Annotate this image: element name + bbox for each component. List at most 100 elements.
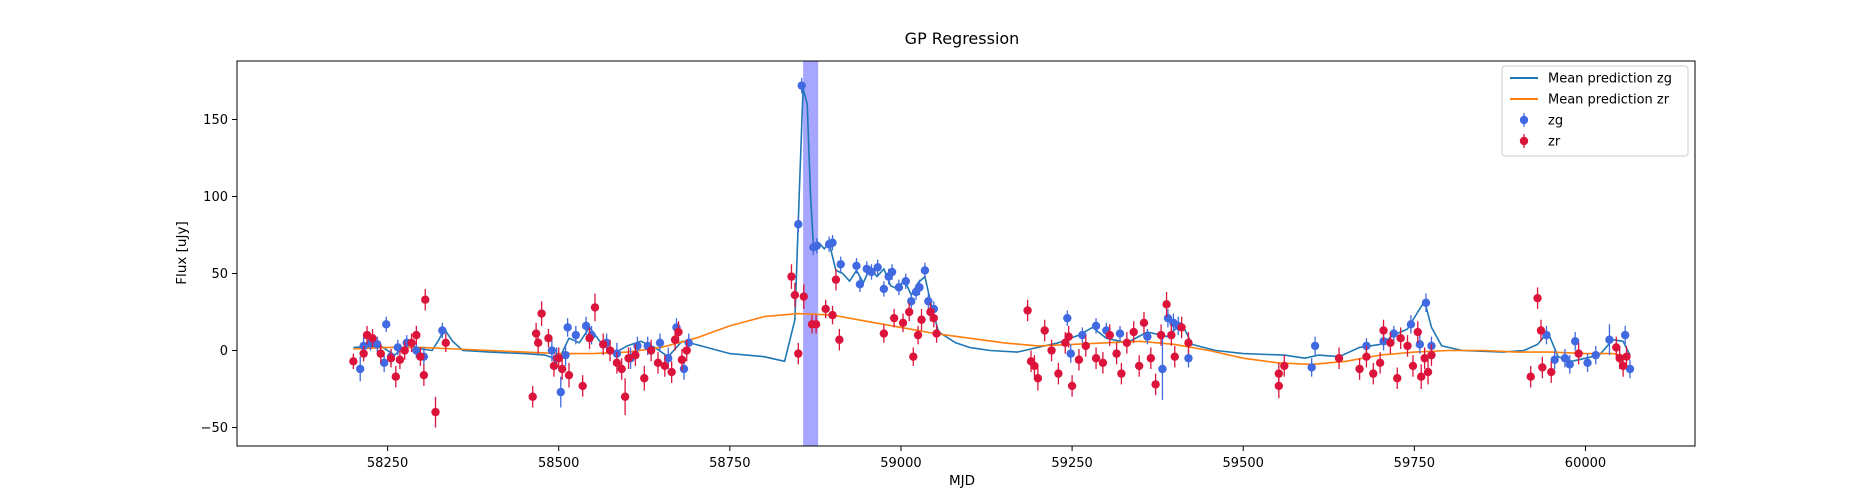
y-tick-label: 150 — [203, 113, 228, 128]
data-point-zr — [631, 350, 640, 360]
data-point-zr — [1162, 300, 1171, 309]
data-point-zg — [1571, 337, 1580, 346]
data-point-zg — [1406, 320, 1416, 329]
data-point-zr — [605, 346, 615, 355]
data-point-zr — [1112, 349, 1121, 358]
data-point-zr — [1274, 369, 1284, 378]
data-point-zr — [1280, 361, 1289, 371]
data-point-zr — [590, 303, 600, 312]
data-point-zr — [1067, 381, 1077, 391]
data-point-zr — [1129, 327, 1138, 337]
data-point-zg — [581, 321, 591, 331]
data-point-zr — [391, 372, 401, 381]
data-point-zg — [836, 260, 845, 269]
data-point-zr — [578, 381, 587, 391]
data-point-zr — [1420, 354, 1429, 363]
data-point-zr — [1574, 349, 1583, 358]
data-point-zr — [1122, 338, 1132, 348]
data-point-zr — [1618, 361, 1628, 371]
data-point-zr — [1526, 372, 1535, 381]
data-point-zg — [1063, 313, 1072, 323]
data-point-zr — [1081, 341, 1090, 351]
data-point-zg — [679, 364, 689, 374]
y-tick-label: −50 — [201, 421, 228, 436]
highlight-band — [803, 61, 819, 446]
x-tick-label: 59000 — [880, 456, 921, 471]
data-point-zr — [670, 335, 680, 344]
data-point-zg — [1310, 341, 1320, 351]
data-point-zg — [633, 341, 642, 351]
data-point-zr — [549, 361, 559, 371]
data-point-zg — [1565, 360, 1574, 369]
data-point-zr — [1170, 352, 1179, 361]
x-tick-label: 60000 — [1565, 456, 1606, 471]
data-point-zr — [1355, 364, 1364, 374]
data-point-zg — [1362, 341, 1371, 351]
data-point-zg — [1583, 358, 1592, 368]
data-point-zr — [1061, 338, 1070, 348]
data-point-zr — [1074, 355, 1084, 364]
data-point-zr — [1423, 367, 1433, 377]
data-point-zr — [1139, 318, 1149, 327]
data-point-zr — [585, 334, 594, 343]
data-point-zr — [1369, 369, 1378, 378]
data-point-zg — [852, 261, 861, 271]
data-point-zg — [438, 326, 447, 335]
data-point-zr — [1379, 326, 1388, 335]
data-point-zr — [1177, 323, 1186, 332]
data-point-zr — [1167, 330, 1176, 340]
data-point-zr — [537, 309, 546, 318]
data-point-zg — [1307, 363, 1316, 372]
data-point-zr — [1184, 338, 1193, 348]
legend-label: Mean prediction zr — [1548, 93, 1670, 108]
data-point-zg — [797, 81, 806, 90]
data-point-zg — [915, 283, 924, 292]
data-point-zg — [563, 323, 572, 332]
data-point-zg — [1620, 330, 1630, 340]
data-point-zr — [421, 295, 430, 304]
data-point-zr — [533, 338, 543, 348]
x-tick-label: 59250 — [1051, 456, 1092, 471]
data-point-zg — [1066, 349, 1075, 358]
data-point-zr — [828, 310, 837, 320]
data-point-zg — [879, 284, 889, 294]
data-point-zr — [620, 392, 630, 401]
y-tick-label: 50 — [211, 267, 228, 282]
data-point-zg — [382, 320, 391, 329]
data-point-zg — [547, 346, 557, 355]
y-tick-label: 100 — [203, 190, 228, 205]
data-point-zr — [677, 355, 687, 364]
data-point-zr — [1151, 380, 1160, 389]
data-point-zg — [924, 297, 933, 306]
data-point-zr — [1040, 326, 1049, 335]
data-point-zr — [564, 370, 574, 380]
legend-label: zg — [1548, 114, 1563, 129]
data-point-zr — [653, 358, 663, 368]
data-point-zr — [1612, 343, 1621, 352]
data-point-zg — [684, 338, 693, 348]
data-point-zr — [932, 329, 941, 338]
data-point-zr — [1408, 361, 1418, 371]
data-point-zg — [379, 358, 389, 368]
x-axis-ticks: 58250 58500 58750 59000 59250 59500 59750 60000 — [367, 446, 1606, 471]
data-point-zr — [1538, 363, 1547, 372]
data-point-zr — [1091, 354, 1101, 363]
data-point-zr — [904, 307, 914, 317]
data-point-zg — [867, 267, 876, 277]
data-point-zr — [646, 346, 656, 355]
data-point-zr — [1547, 367, 1556, 377]
data-point-zr — [1156, 330, 1166, 340]
data-point-zg — [907, 297, 916, 306]
data-point-zr — [1615, 354, 1624, 363]
data-point-zg — [1591, 350, 1600, 360]
data-point-zr — [835, 335, 844, 344]
data-point-zr — [1134, 361, 1144, 371]
data-point-zr — [794, 349, 803, 358]
data-point-zg — [920, 266, 930, 275]
data-point-zr — [531, 329, 541, 338]
data-point-zr — [1334, 354, 1344, 363]
data-point-zr — [419, 370, 429, 380]
series-zr — [349, 264, 1631, 428]
data-point-zr — [624, 354, 633, 363]
